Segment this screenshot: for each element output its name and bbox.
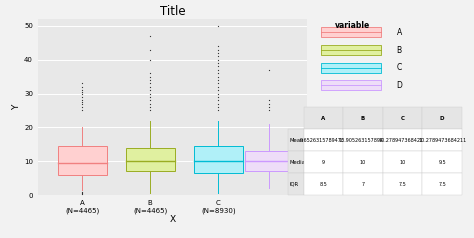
Bar xyxy=(58,146,107,175)
Text: C: C xyxy=(396,63,402,72)
Bar xyxy=(126,148,175,171)
Bar xyxy=(320,27,381,37)
Bar xyxy=(320,80,381,90)
Title: Title: Title xyxy=(160,5,185,18)
X-axis label: X: X xyxy=(169,215,175,224)
Text: variable: variable xyxy=(335,21,370,30)
Text: B: B xyxy=(396,45,401,55)
Y-axis label: Y: Y xyxy=(12,104,21,110)
Bar xyxy=(320,63,381,73)
Bar xyxy=(245,151,294,171)
Text: A: A xyxy=(396,28,402,37)
Bar xyxy=(194,146,243,173)
Bar xyxy=(320,45,381,55)
Text: D: D xyxy=(396,81,402,90)
